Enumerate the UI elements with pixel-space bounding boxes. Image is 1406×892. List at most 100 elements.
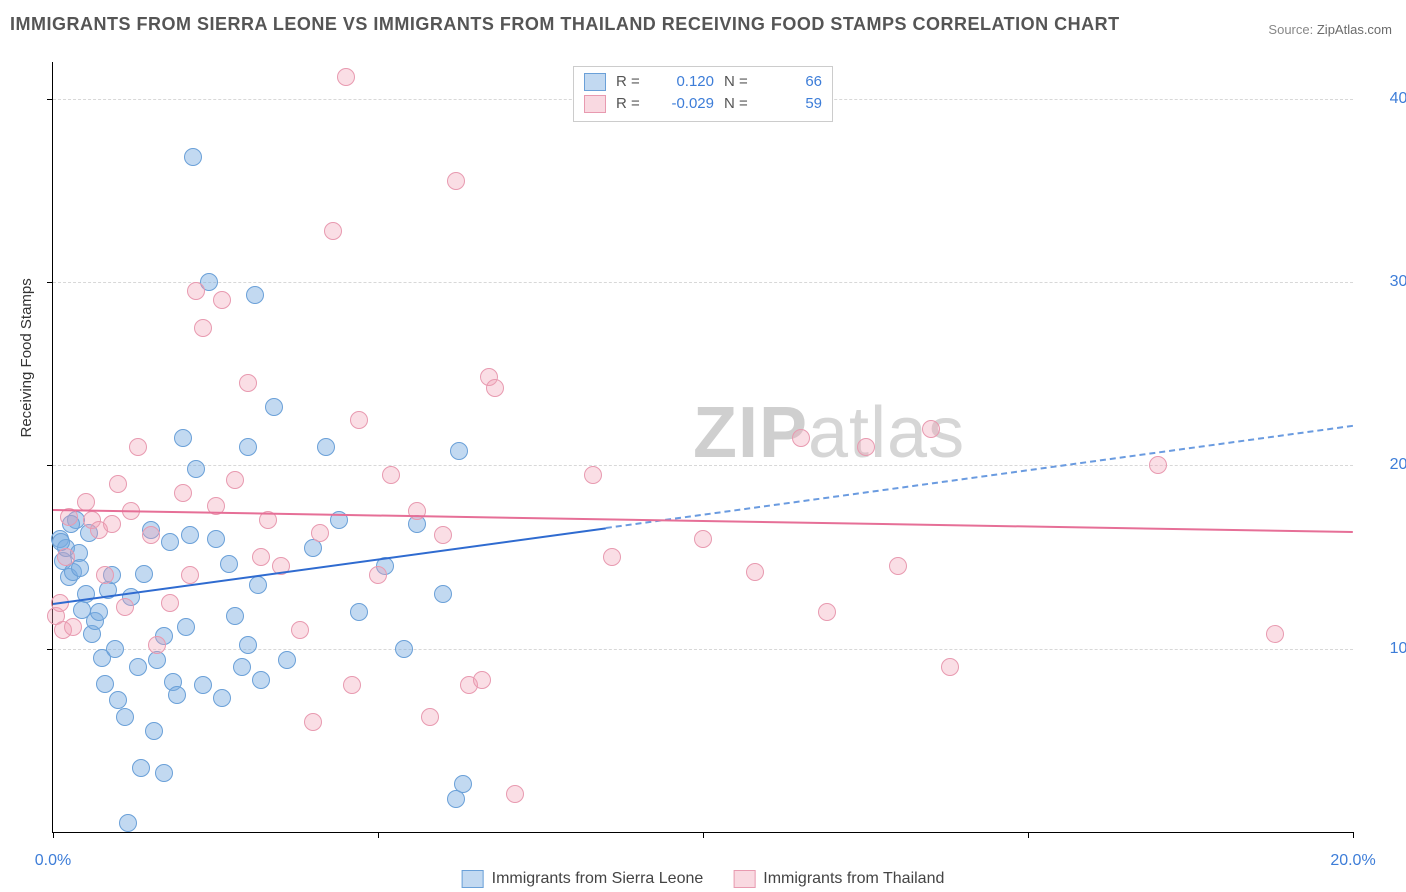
data-point [239,374,257,392]
data-point [184,148,202,166]
data-point [408,502,426,520]
data-point [109,475,127,493]
r-value-1: -0.029 [654,93,714,115]
data-point [213,689,231,707]
data-point [161,533,179,551]
data-point [350,603,368,621]
x-tick [1028,832,1029,838]
watermark-atlas: atlas [808,393,965,473]
y-axis-title: Receiving Food Stamps [18,278,35,437]
x-tick-label: 0.0% [35,852,71,870]
data-point [252,671,270,689]
data-point [90,603,108,621]
x-tick [378,832,379,838]
source-value: ZipAtlas.com [1317,22,1392,37]
data-point [119,814,137,832]
data-point [106,640,124,658]
data-point [473,671,491,689]
correlation-chart: IMMIGRANTS FROM SIERRA LEONE VS IMMIGRAN… [0,0,1406,892]
n-label-1: N = [724,93,752,115]
data-point [603,548,621,566]
data-point [337,68,355,86]
data-point [109,691,127,709]
data-point [116,598,134,616]
source-label: Source: [1268,22,1313,37]
data-point [694,530,712,548]
data-point [278,651,296,669]
data-point [135,565,153,583]
data-point [395,640,413,658]
data-point [155,764,173,782]
data-point [889,557,907,575]
data-point [317,438,335,456]
data-point [584,466,602,484]
data-point [249,576,267,594]
data-point [792,429,810,447]
y-tick [47,282,53,283]
data-point [304,713,322,731]
n-label-0: N = [724,71,752,93]
r-label-1: R = [616,93,644,115]
data-point [129,658,147,676]
data-point [1266,625,1284,643]
y-tick [47,99,53,100]
legend-item-0: Immigrants from Sierra Leone [462,870,704,888]
y-tick-label: 40.0% [1390,90,1406,108]
n-value-0: 66 [762,71,822,93]
data-point [174,484,192,502]
series-legend: Immigrants from Sierra Leone Immigrants … [462,870,945,888]
data-point [226,607,244,625]
data-point [174,429,192,447]
data-point [129,438,147,456]
swatch-blue-icon [584,73,606,91]
stats-legend-row-1: R = -0.029 N = 59 [584,93,822,115]
y-tick-label: 30.0% [1390,273,1406,291]
data-point [450,442,468,460]
data-point [324,222,342,240]
data-point [421,708,439,726]
data-point [382,466,400,484]
x-tick [53,832,54,838]
data-point [239,636,257,654]
data-point [220,555,238,573]
y-tick [47,649,53,650]
x-tick-label: 20.0% [1330,852,1375,870]
data-point [64,618,82,636]
plot-area: ZIPatlas 10.0%20.0%30.0%40.0%0.0%20.0% [52,62,1353,833]
data-point [226,471,244,489]
data-point [434,585,452,603]
data-point [506,785,524,803]
legend-item-1: Immigrants from Thailand [733,870,944,888]
data-point [486,379,504,397]
data-point [343,676,361,694]
x-tick [703,832,704,838]
data-point [187,282,205,300]
data-point [1149,456,1167,474]
stats-legend-row-0: R = 0.120 N = 66 [584,71,822,93]
data-point [291,621,309,639]
data-point [194,676,212,694]
r-label-0: R = [616,71,644,93]
swatch-pink-icon [733,870,755,888]
data-point [161,594,179,612]
data-point [233,658,251,676]
n-value-1: 59 [762,93,822,115]
data-point [168,686,186,704]
y-tick [47,465,53,466]
swatch-pink-icon [584,95,606,113]
data-point [369,566,387,584]
data-point [252,548,270,566]
data-point [116,708,134,726]
legend-label-1: Immigrants from Thailand [763,870,944,888]
data-point [213,291,231,309]
swatch-blue-icon [462,870,484,888]
data-point [57,548,75,566]
data-point [148,636,166,654]
x-tick [1353,832,1354,838]
data-point [71,559,89,577]
data-point [181,526,199,544]
data-point [350,411,368,429]
data-point [941,658,959,676]
data-point [96,675,114,693]
data-point [132,759,150,777]
